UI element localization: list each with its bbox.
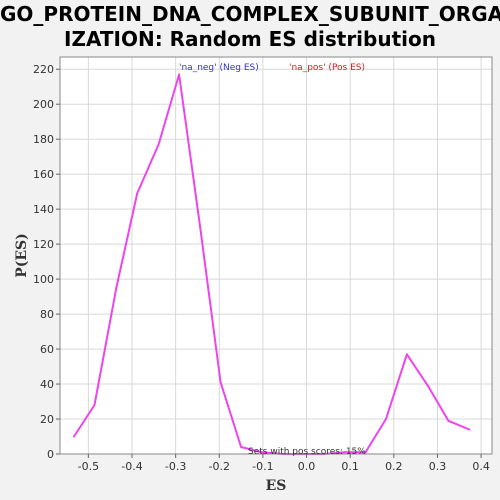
- y-tick-label: 100: [33, 273, 54, 286]
- data-point: [157, 143, 160, 146]
- legend-entry: 'na_neg' (Neg ES): [179, 63, 259, 73]
- data-point: [93, 404, 96, 407]
- grid: [60, 57, 492, 455]
- data-point: [468, 428, 471, 431]
- x-tick-label: -0.2: [209, 460, 230, 473]
- annotation: Sets with pos scores: 15%: [248, 447, 366, 457]
- y-tick-label: 0: [47, 448, 54, 461]
- x-tick-label: -0.3: [165, 460, 186, 473]
- x-tick-label: 0.4: [472, 460, 490, 473]
- data-point: [136, 192, 139, 195]
- x-tick-label: 0.1: [341, 460, 359, 473]
- y-tick-label: 120: [33, 238, 54, 251]
- data-point: [384, 418, 387, 421]
- y-tick-label: 200: [33, 98, 54, 111]
- legend: 'na_neg' (Neg ES) 'na_pos' (Pos ES): [179, 63, 365, 73]
- y-tick-label: 220: [33, 63, 54, 76]
- data-point: [240, 446, 243, 449]
- x-tick-label: -0.4: [121, 460, 142, 473]
- legend-entry: 'na_pos' (Pos ES): [289, 63, 365, 73]
- y-tick-label: 60: [40, 343, 54, 356]
- data-point: [178, 73, 181, 76]
- data-point: [260, 451, 263, 454]
- x-tick-label: -0.1: [252, 460, 273, 473]
- data-point: [219, 381, 222, 384]
- y-tick-label: 180: [33, 133, 54, 146]
- y-axis-label: P(ES): [14, 233, 30, 278]
- x-tick-label: -0.5: [78, 460, 99, 473]
- x-tick-label: 0.2: [385, 460, 403, 473]
- plot-area: [60, 57, 492, 454]
- chart-title-line-2: IZATION: Random ES distribution: [64, 27, 436, 51]
- chart-title-line-1: GO_PROTEIN_DNA_COMPLEX_SUBUNIT_ORGAN: [0, 2, 500, 26]
- x-axis-label: ES: [266, 478, 287, 494]
- x-tick-label: 0.3: [429, 460, 447, 473]
- y-tick-label: 20: [40, 413, 54, 426]
- axes: -0.5 -0.4 -0.3 -0.2 -0.1 0.0 0.1 0.2 0.3 0.4 0 20 40…: [33, 63, 490, 473]
- y-tick-label: 80: [40, 308, 54, 321]
- y-tick-label: 160: [33, 168, 54, 181]
- plot-frame: [59, 56, 493, 455]
- y-tick-label: 40: [40, 378, 54, 391]
- data-point: [199, 225, 202, 228]
- data-point: [405, 353, 408, 356]
- data-point: [426, 384, 429, 387]
- data-point: [343, 451, 346, 454]
- y-tick-label: 140: [33, 203, 54, 216]
- data-point: [447, 419, 450, 422]
- x-tick-label: 0.0: [298, 460, 316, 473]
- series-line: [73, 73, 470, 455]
- data-point: [72, 435, 75, 438]
- data-point: [115, 286, 118, 289]
- data-point: [364, 451, 367, 454]
